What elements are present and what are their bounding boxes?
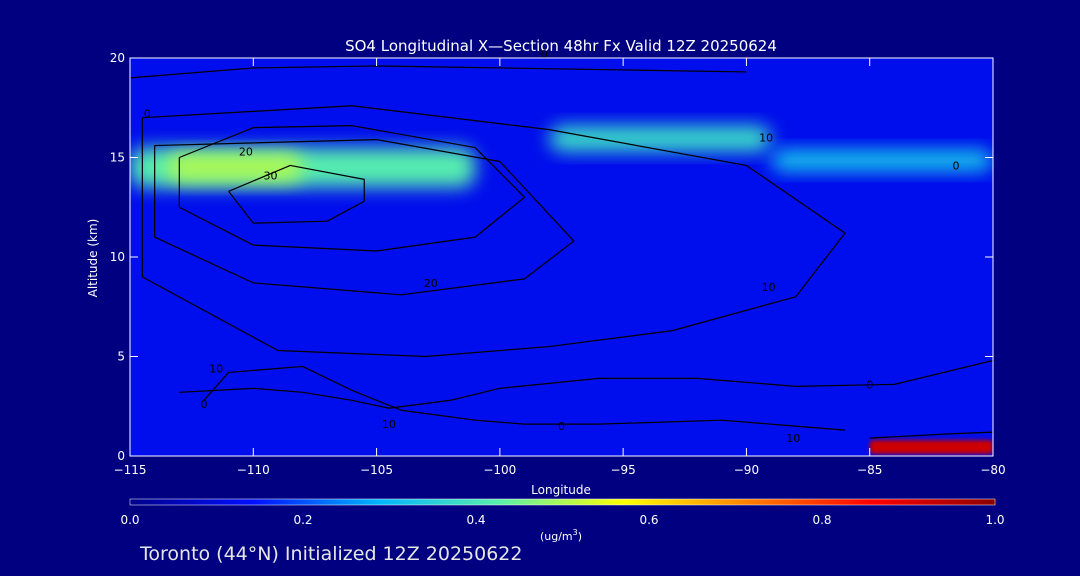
contour-label: 10 xyxy=(209,362,223,375)
shading-surface-plume xyxy=(869,440,993,455)
contour-label: 20 xyxy=(239,146,253,159)
contour-lines xyxy=(130,65,993,439)
colorbar: 0.0 0.2 0.4 0.6 0.8 1.0 (ug/m3) xyxy=(120,498,1005,543)
colorbar-tick-label: 0.4 xyxy=(466,513,485,527)
y-tick-label: 20 xyxy=(110,51,125,65)
contour-label: 0 xyxy=(953,159,960,172)
y-tick-label: 5 xyxy=(117,350,125,364)
shading-band xyxy=(549,125,772,152)
y-tick-label: 0 xyxy=(117,449,125,463)
contour-line xyxy=(869,431,993,439)
x-axis: −115 −110 −105 −100 −95 −90 −85 −80 xyxy=(114,58,1006,477)
contour-line xyxy=(154,138,575,296)
contour-label: 10 xyxy=(762,281,776,294)
contour-label: 0 xyxy=(866,378,873,391)
x-tick-label: −90 xyxy=(734,463,759,477)
contour-label: 0 xyxy=(200,398,207,411)
contour-labels: 20 30 20 10 10 10 10 0 0 0 0 0 10 0 xyxy=(144,48,960,445)
colorbar-unit-text: (ug/m xyxy=(540,530,573,543)
y-axis-label: Altitude (km) xyxy=(86,219,100,298)
colorbar-gradient xyxy=(129,498,996,506)
x-tick-label: −115 xyxy=(114,463,147,477)
contour-line xyxy=(141,105,846,358)
x-tick-label: −105 xyxy=(360,463,393,477)
shading-band xyxy=(771,149,993,172)
shading-background xyxy=(130,58,993,456)
colorbar-tick-label: 0.2 xyxy=(293,513,312,527)
colorbar-tick-label: 0.6 xyxy=(639,513,658,527)
chart-title: SO4 Longitudinal X—Section 48hr Fx Valid… xyxy=(345,37,777,55)
y-tick-label: 10 xyxy=(110,250,125,264)
contour-label: 0 xyxy=(144,108,151,121)
contour-label: 10 xyxy=(382,418,396,431)
colorbar-tick-label: 0.8 xyxy=(812,513,831,527)
plot-area: 20 30 20 10 10 10 10 0 0 0 0 0 10 0 xyxy=(129,48,994,457)
y-tick-label: 15 xyxy=(110,151,125,165)
x-tick-label: −95 xyxy=(610,463,635,477)
x-tick-label: −85 xyxy=(857,463,882,477)
contour-line xyxy=(178,125,526,252)
concentration-shading xyxy=(130,58,993,456)
x-tick-label: −110 xyxy=(237,463,270,477)
contour-label: 30 xyxy=(264,169,278,182)
shading-band xyxy=(166,153,303,182)
colorbar-unit-superscript: 3 xyxy=(573,528,578,537)
contour-line xyxy=(130,65,747,79)
colorbar-tick-label: 0.0 xyxy=(120,513,139,527)
contour-label: 20 xyxy=(424,277,438,290)
colorbar-unit-close: ) xyxy=(578,530,582,543)
contour-label: 10 xyxy=(786,432,800,445)
x-tick-label: −80 xyxy=(980,463,1005,477)
contour-label: 10 xyxy=(759,132,773,145)
footer-location-text: Toronto (44°N) Initialized 12Z 20250622 xyxy=(140,543,523,565)
y-axis: 0 5 10 15 20 xyxy=(110,51,993,463)
x-axis-label: Longitude xyxy=(531,483,591,497)
colorbar-unit-label: (ug/m3) xyxy=(540,528,582,543)
colorbar-tick-label: 1.0 xyxy=(985,513,1004,527)
x-tick-label: −100 xyxy=(483,463,516,477)
contour-label: 0 xyxy=(541,48,548,61)
contour-line xyxy=(228,164,365,224)
contour-line xyxy=(203,365,846,431)
contour-label: 0 xyxy=(558,420,565,433)
contour-line xyxy=(179,359,993,409)
colorbar-ticks: 0.0 0.2 0.4 0.6 0.8 1.0 xyxy=(120,513,1004,527)
